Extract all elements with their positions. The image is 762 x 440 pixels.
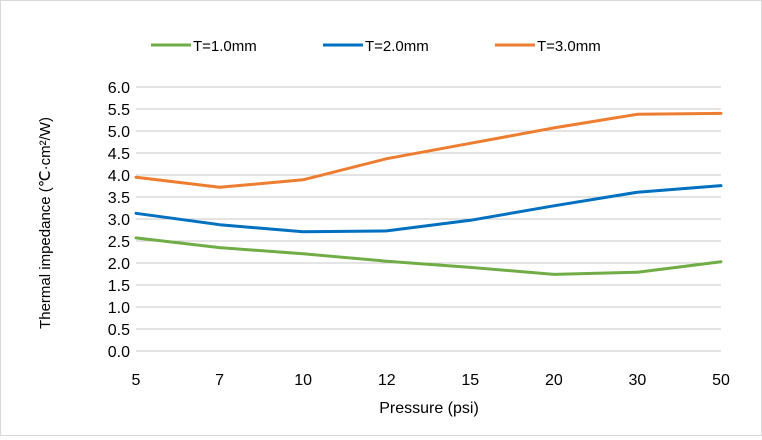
series-line-t-2-0mm: [134, 184, 723, 234]
series-lines: [134, 111, 723, 276]
series-line-t-3-0mm: [134, 111, 723, 189]
y-tick-label: 1.5: [108, 278, 130, 295]
y-tick-label: 1.0: [108, 300, 130, 317]
x-axis-ticks: 5 7 10 12 15 20 30 50: [132, 372, 730, 389]
x-tick-label: 12: [378, 372, 396, 389]
y-tick-label: 4.0: [108, 168, 130, 185]
y-tick-label: 4.5: [108, 146, 130, 163]
y-tick-label: 2.5: [108, 234, 130, 251]
x-tick-label: 5: [132, 372, 141, 389]
legend-label: T=3.0mm: [537, 38, 601, 55]
y-tick-label: 0.0: [108, 344, 130, 361]
y-tick-label: 6.0: [108, 80, 130, 97]
x-tick-label: 10: [294, 372, 312, 389]
x-tick-label: 30: [629, 372, 647, 389]
y-tick-label: 3.5: [108, 190, 130, 207]
y-axis-ticks: 0.0 0.5 1.0 1.5 2.0 2.5 3.0 3.5 4.0 4.5 5.0 5.5 6.0: [108, 80, 130, 361]
y-tick-label: 2.0: [108, 256, 130, 273]
x-axis-label: Pressure (psi): [379, 400, 479, 417]
y-axis-label: Thermal impedance (℃·cm²/W): [37, 117, 54, 329]
legend-label: T=1.0mm: [193, 38, 257, 55]
x-tick-label: 20: [545, 372, 563, 389]
legend-label: T=2.0mm: [365, 38, 429, 55]
x-tick-label: 15: [461, 372, 479, 389]
series-line-t-1-0mm: [134, 236, 723, 276]
x-tick-label: 50: [712, 372, 730, 389]
x-tick-label: 7: [215, 372, 224, 389]
gridlines: [136, 86, 721, 352]
y-tick-label: 5.0: [108, 124, 130, 141]
y-tick-label: 3.0: [108, 212, 130, 229]
legend: T=1.0mm T=2.0mm T=3.0mm: [151, 38, 601, 55]
y-tick-label: 0.5: [108, 322, 130, 339]
y-tick-label: 5.5: [108, 102, 130, 119]
